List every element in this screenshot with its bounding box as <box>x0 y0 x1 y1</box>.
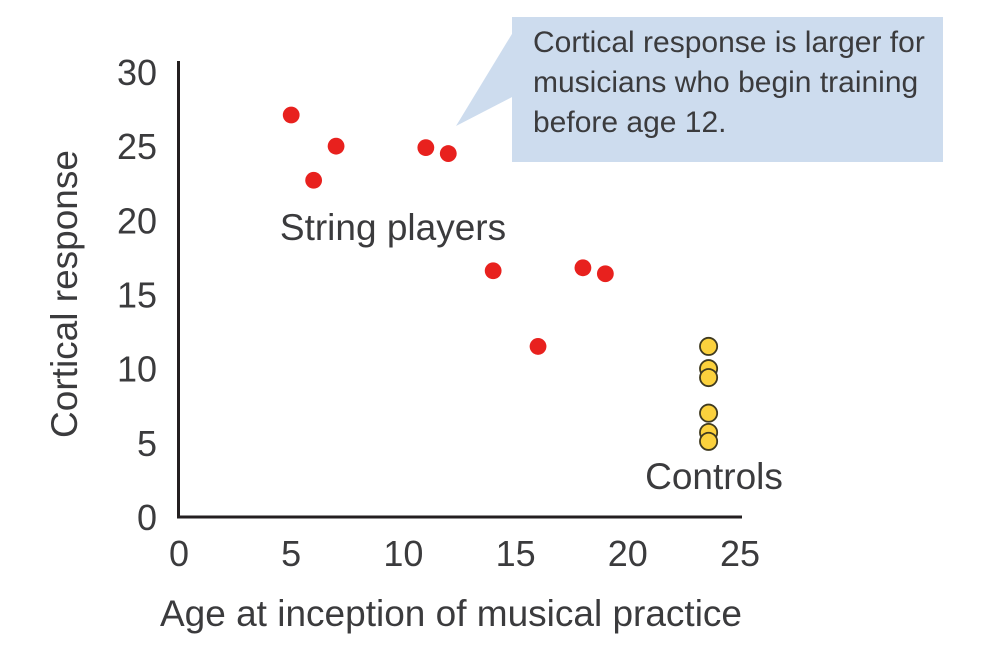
y-tick-label: 15 <box>117 274 157 315</box>
y-tick-label: 0 <box>137 497 157 538</box>
data-point-controls <box>699 368 719 388</box>
y-tick-label: 25 <box>117 126 157 167</box>
annotation-callout: Cortical response is larger for musician… <box>512 17 943 162</box>
data-point-string-players <box>596 265 614 283</box>
data-point-string-players <box>327 137 345 155</box>
x-axis-title: Age at inception of musical practice <box>159 593 743 634</box>
data-point-controls <box>699 336 719 356</box>
data-point-string-players <box>305 171 323 189</box>
data-point-string-players <box>529 338 547 355</box>
y-axis-title: Cortical response <box>44 150 85 438</box>
x-tick-label: 0 <box>169 533 189 574</box>
data-point-string-players <box>574 259 592 277</box>
data-point-string-players <box>484 262 502 280</box>
series-label-controls: Controls <box>645 456 783 497</box>
callout-tail <box>456 24 518 126</box>
x-tick-label: 25 <box>720 533 760 574</box>
y-tick-label: 30 <box>117 52 157 93</box>
annotation-text: Cortical response is larger for musician… <box>533 26 925 139</box>
x-tick-label: 15 <box>496 533 536 574</box>
y-tick-label: 10 <box>117 349 157 390</box>
data-point-controls <box>699 431 719 451</box>
x-tick-label: 10 <box>383 533 423 574</box>
x-tick-label: 5 <box>281 533 301 574</box>
data-point-string-players <box>439 145 457 162</box>
series-label-string-players: String players <box>279 207 507 248</box>
data-point-controls <box>699 403 719 423</box>
y-tick-label: 5 <box>137 423 157 464</box>
data-point-string-players <box>282 106 300 124</box>
y-tick-label: 20 <box>117 200 157 241</box>
x-tick-label: 20 <box>608 533 648 574</box>
data-point-string-players <box>417 139 435 157</box>
